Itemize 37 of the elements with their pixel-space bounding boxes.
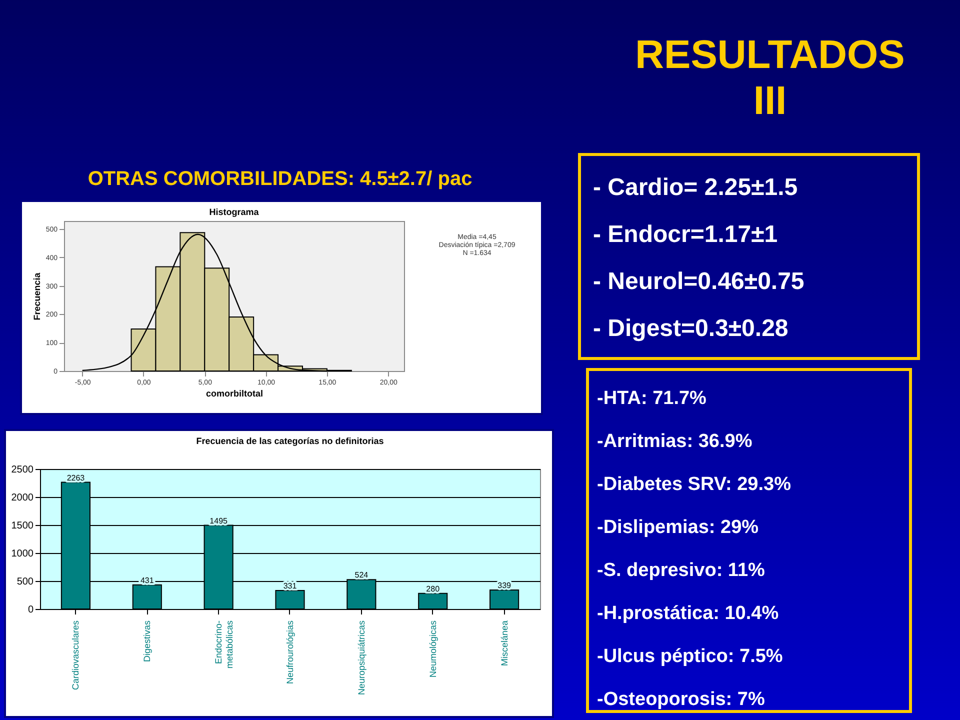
data-label: 2263 (66, 473, 86, 482)
text: - Neurol=0.46±0.75 (593, 267, 806, 297)
x-tick-label: Miscelánea (499, 620, 510, 666)
y-tick-label: 2500 (11, 464, 34, 476)
x-tick-label: Cardiovasculares (70, 620, 81, 690)
text: RESULTADOS III (634, 32, 906, 124)
text: -Ulcus péptico: 7.5% (597, 645, 784, 669)
text: -Arritmias: 36.9% (597, 430, 754, 454)
chart-title: Histograma (209, 207, 260, 217)
text: -HTA: 71.7% (597, 387, 708, 411)
y-tick-label: 2000 (11, 492, 34, 504)
data-label: 280 (426, 584, 440, 594)
text: -Osteoporosis: 7% (597, 688, 766, 712)
y-axis-title: Frecuencia (32, 272, 42, 320)
text: -Dislipemias: 29% (597, 516, 760, 540)
y-tick-label: 500 (16, 576, 34, 588)
x-tick-label: Endocrino-metabólicas (214, 620, 235, 669)
chart-title: Frecuencia de las categorías no definitorias (196, 436, 384, 446)
y-tick-label: 1500 (11, 520, 34, 532)
x-tick-label: Neumológicas (428, 620, 438, 678)
text: -Diabetes SRV: 29.3% (597, 473, 792, 497)
y-tick-label: 1000 (11, 548, 34, 560)
text: - Digest=0.3±0.28 (593, 314, 790, 344)
text: -S. depresivo: 11% (597, 559, 766, 583)
x-axis-title: comorbiltotal (206, 388, 264, 398)
text: - Endocr=1.17±1 (593, 220, 779, 250)
x-tick-label: Digestivas (142, 620, 152, 662)
data-label: 524 (354, 570, 369, 580)
text: - Cardio= 2.25±1.5 (593, 173, 799, 203)
data-label: 1495 (210, 516, 228, 526)
text: -H.prostática: 10.4% (597, 602, 780, 626)
chart-subtitle: OTRAS COMORBILIDADES: 4.5±2.7/ pac (86, 168, 474, 191)
x-tick-label: Neufrourológias (285, 620, 295, 684)
x-tick-label: Neuropsiquiátricas (356, 620, 366, 696)
y-tick-label: 0 (28, 604, 34, 616)
data-label: 331 (283, 581, 298, 590)
data-label: 339 (498, 581, 512, 590)
